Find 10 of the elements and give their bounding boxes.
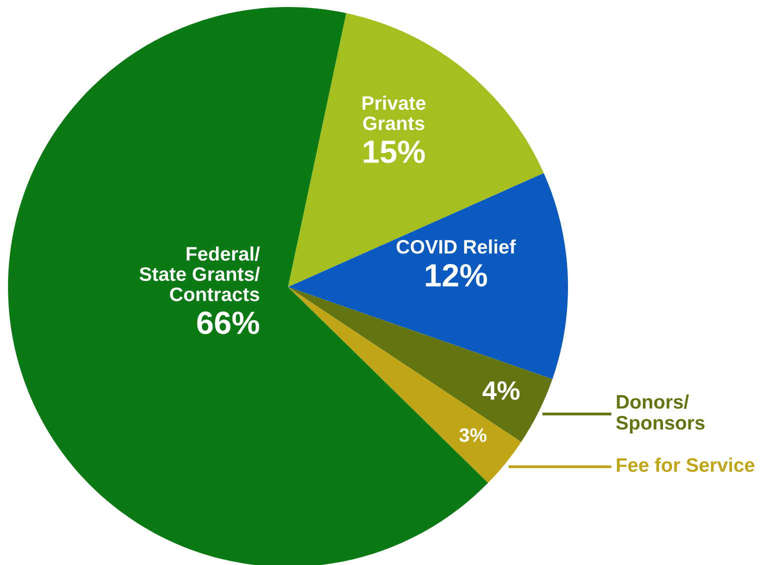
data-label: 4% [482, 381, 520, 400]
slice-label: Federal/ State Grants/ Contracts [140, 246, 260, 302]
data-label: 3% [459, 428, 486, 442]
slice-label: Fee for Service [616, 458, 754, 472]
data-label: 66% [197, 312, 260, 334]
slice-label: Donors/ Sponsors [616, 394, 704, 434]
data-label: 12% [426, 264, 487, 287]
data-label: 15% [364, 140, 425, 164]
slice-label: Private Grants [362, 96, 426, 130]
slice-label: COVID Relief [396, 239, 516, 254]
